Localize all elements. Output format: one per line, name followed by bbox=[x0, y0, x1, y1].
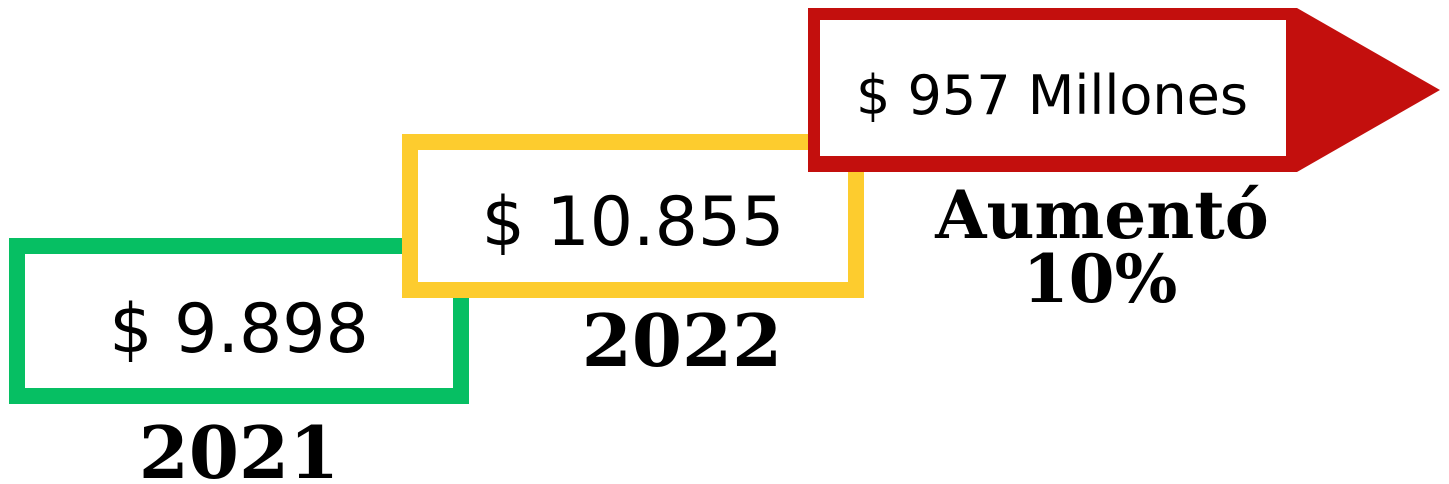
yellow-box bbox=[402, 134, 864, 298]
value-2021: $ 9.898 bbox=[109, 290, 369, 369]
increase-label: Aumentó bbox=[934, 176, 1269, 254]
year-2022: 2022 bbox=[582, 298, 782, 383]
increase-value: $ 957 Millones bbox=[856, 64, 1248, 127]
red-box-inner bbox=[820, 20, 1286, 156]
year-2021: 2021 bbox=[139, 410, 339, 484]
increase-percent: 10% bbox=[1023, 240, 1178, 318]
green-box bbox=[9, 238, 469, 404]
value-2022: $ 10.855 bbox=[482, 183, 785, 262]
